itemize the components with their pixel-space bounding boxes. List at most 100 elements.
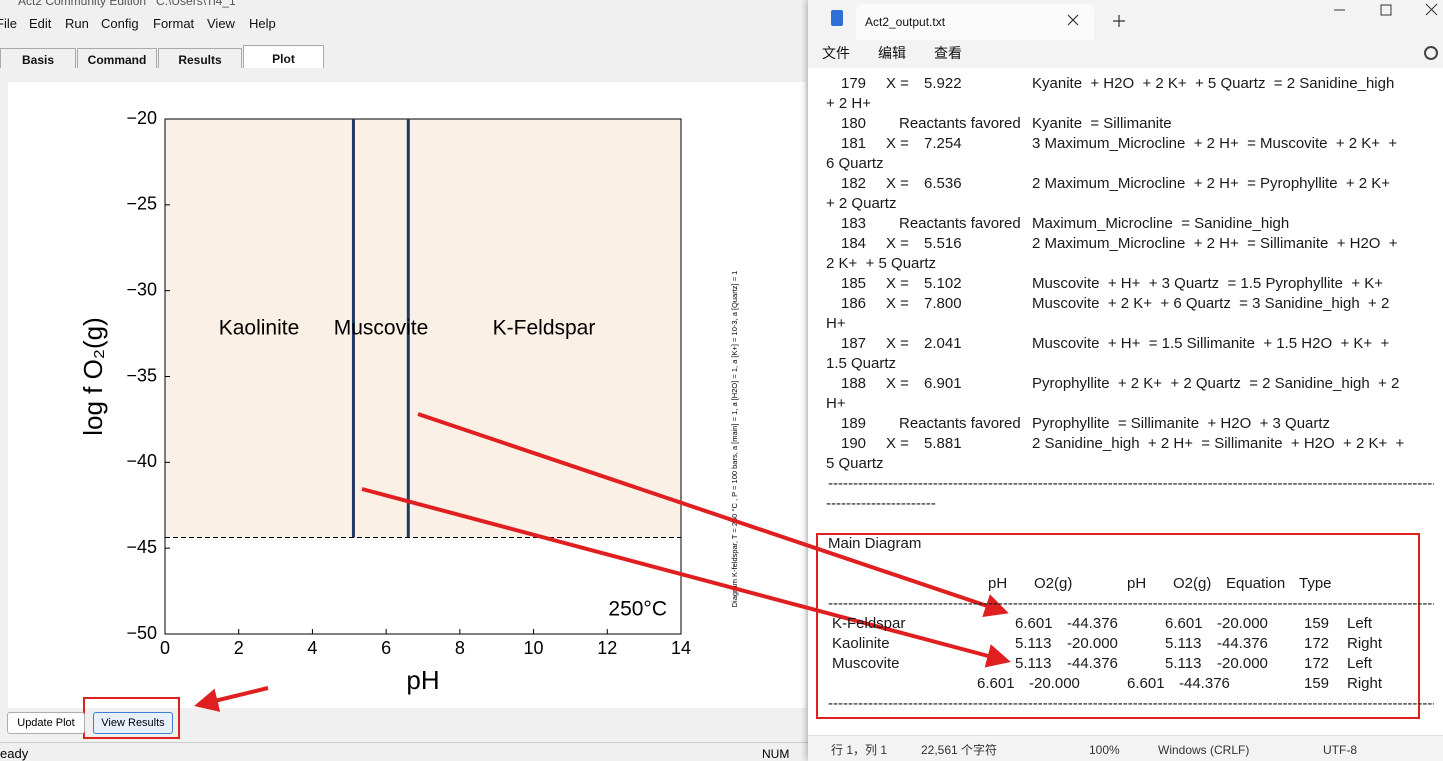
- cell: -20.000: [1217, 615, 1268, 632]
- cell: 5.113: [1015, 635, 1052, 652]
- equation: Kyanite + H2O + 2 K+ + 5 Quartz = 2 Sani…: [1032, 75, 1395, 92]
- cell: Left: [1347, 655, 1373, 672]
- x-axis-label: pH: [406, 665, 439, 695]
- status-text: 行 1，列 1: [831, 743, 888, 757]
- text-line: H+: [826, 315, 846, 332]
- cell: 5.113: [1015, 655, 1052, 672]
- menu-item[interactable]: Edit: [29, 16, 52, 31]
- line-label: X =: [886, 295, 909, 312]
- menu-item[interactable]: Format: [153, 16, 195, 31]
- line-number: 189: [841, 415, 867, 432]
- menu-item[interactable]: File: [0, 16, 17, 31]
- equation: Pyrophyllite = Sillimanite + H2O + 3 Qua…: [1032, 415, 1331, 432]
- line-label: X =: [886, 175, 909, 192]
- menu-item[interactable]: View: [207, 16, 235, 31]
- button-label: View Results: [101, 717, 165, 729]
- line-value: 5.922: [924, 75, 962, 92]
- row-name: Muscovite: [832, 655, 900, 672]
- cell: 6.601: [977, 675, 1015, 692]
- cell: -20.000: [1029, 675, 1080, 692]
- y-tick-label: −40: [126, 451, 157, 471]
- cell: Right: [1347, 675, 1383, 692]
- y-tick-label: −45: [126, 537, 157, 557]
- cell: -20.000: [1067, 635, 1118, 652]
- equation: Kyanite = Sillimanite: [1032, 115, 1172, 132]
- x-tick-label: 4: [307, 638, 317, 658]
- column-header: O2(g): [1173, 575, 1212, 592]
- line-label: X =: [886, 335, 909, 352]
- field-label: K-Feldspar: [493, 317, 596, 340]
- cell: 6.601: [1127, 675, 1165, 692]
- menu-item[interactable]: Help: [249, 16, 276, 31]
- x-tick-label: 0: [160, 638, 170, 658]
- line-value: 5.881: [924, 435, 962, 452]
- line-number: 180: [841, 115, 867, 132]
- line-number: 185: [841, 275, 867, 292]
- field-label: Kaolinite: [219, 317, 300, 340]
- chart: 0 2 4 6 8 10 12 14 −20 −25 −30 −35 −40 −45 −50 Kaolinit…: [78, 108, 739, 695]
- cell: 172: [1304, 635, 1330, 652]
- status-text: NUM: [762, 747, 790, 761]
- tab-title[interactable]: Act2_output.txt: [865, 15, 946, 29]
- line-value: 2.041: [924, 335, 962, 352]
- text-line: + 2 Quartz: [826, 195, 897, 212]
- line-label: X =: [886, 135, 909, 152]
- y-axis-label: log f O₂(g): [78, 317, 108, 435]
- button[interactable]: Update Plot: [7, 712, 85, 734]
- menu-item[interactable]: 查看: [934, 45, 962, 61]
- equation: 2 Sanidine_high + 2 H+ = Sillimanite + H…: [1032, 435, 1405, 452]
- notepad-status-bar: [808, 735, 1443, 761]
- line-number: 190: [841, 435, 867, 452]
- x-tick-label: 2: [234, 638, 244, 658]
- equation: Muscovite + H+ = 1.5 Sillimanite + 1.5 H…: [1032, 335, 1390, 352]
- line-value: 5.516: [924, 235, 962, 252]
- line-value: 6.536: [924, 175, 962, 192]
- text-line: 1.5 Quartz: [826, 355, 897, 372]
- cell: 6.601: [1015, 615, 1053, 632]
- menu-item[interactable]: 编辑: [878, 45, 906, 61]
- line-note: Reactants favored: [899, 215, 1021, 232]
- cell: -44.376: [1067, 615, 1118, 632]
- line-label: X =: [886, 435, 909, 452]
- cell: 172: [1304, 655, 1330, 672]
- tab[interactable]: Command: [77, 48, 157, 68]
- line-number: 181: [841, 135, 867, 152]
- line-label: X =: [886, 75, 909, 92]
- cell: 5.113: [1165, 635, 1202, 652]
- tab[interactable]: Plot: [243, 45, 324, 68]
- column-header: pH: [1127, 575, 1147, 592]
- separator: ----------------------------------------…: [828, 476, 1434, 491]
- cell: 6.601: [1165, 615, 1203, 632]
- tab[interactable]: Results: [158, 48, 242, 68]
- separator: ----------------------------------------…: [828, 596, 1434, 611]
- status-text: 22,561 个字符: [921, 743, 998, 757]
- line-note: Reactants favored: [899, 415, 1021, 432]
- line-label: X =: [886, 375, 909, 392]
- y-tick-label: −35: [126, 365, 157, 385]
- cell: -20.000: [1217, 655, 1268, 672]
- file-tab[interactable]: [856, 4, 1094, 40]
- y-tick-label: −25: [126, 194, 157, 214]
- line-number: 186: [841, 295, 867, 312]
- line-label: X =: [886, 275, 909, 292]
- status-text: eady: [0, 746, 29, 761]
- cell: 5.113: [1165, 655, 1202, 672]
- separator: ----------------------: [826, 495, 936, 512]
- cell: -44.376: [1217, 635, 1268, 652]
- tab[interactable]: Basis: [0, 48, 76, 68]
- field-label: Muscovite: [334, 317, 429, 340]
- y-tick-label: −50: [126, 623, 157, 643]
- status-bar: [0, 742, 808, 761]
- menu-item[interactable]: Config: [101, 16, 139, 31]
- menu-item[interactable]: Run: [65, 16, 89, 31]
- cell: -44.376: [1067, 655, 1118, 672]
- line-number: 183: [841, 215, 867, 232]
- temperature-label: 250°C: [608, 598, 667, 621]
- equation: Maximum_Microcline = Sanidine_high: [1032, 215, 1290, 232]
- section-title: Main Diagram: [828, 535, 922, 552]
- line-number: 187: [841, 335, 867, 352]
- tab-label: Basis: [21, 53, 55, 67]
- menu-item[interactable]: 文件: [822, 45, 850, 61]
- button[interactable]: View Results: [93, 712, 173, 734]
- y-tick-label: −20: [126, 108, 157, 128]
